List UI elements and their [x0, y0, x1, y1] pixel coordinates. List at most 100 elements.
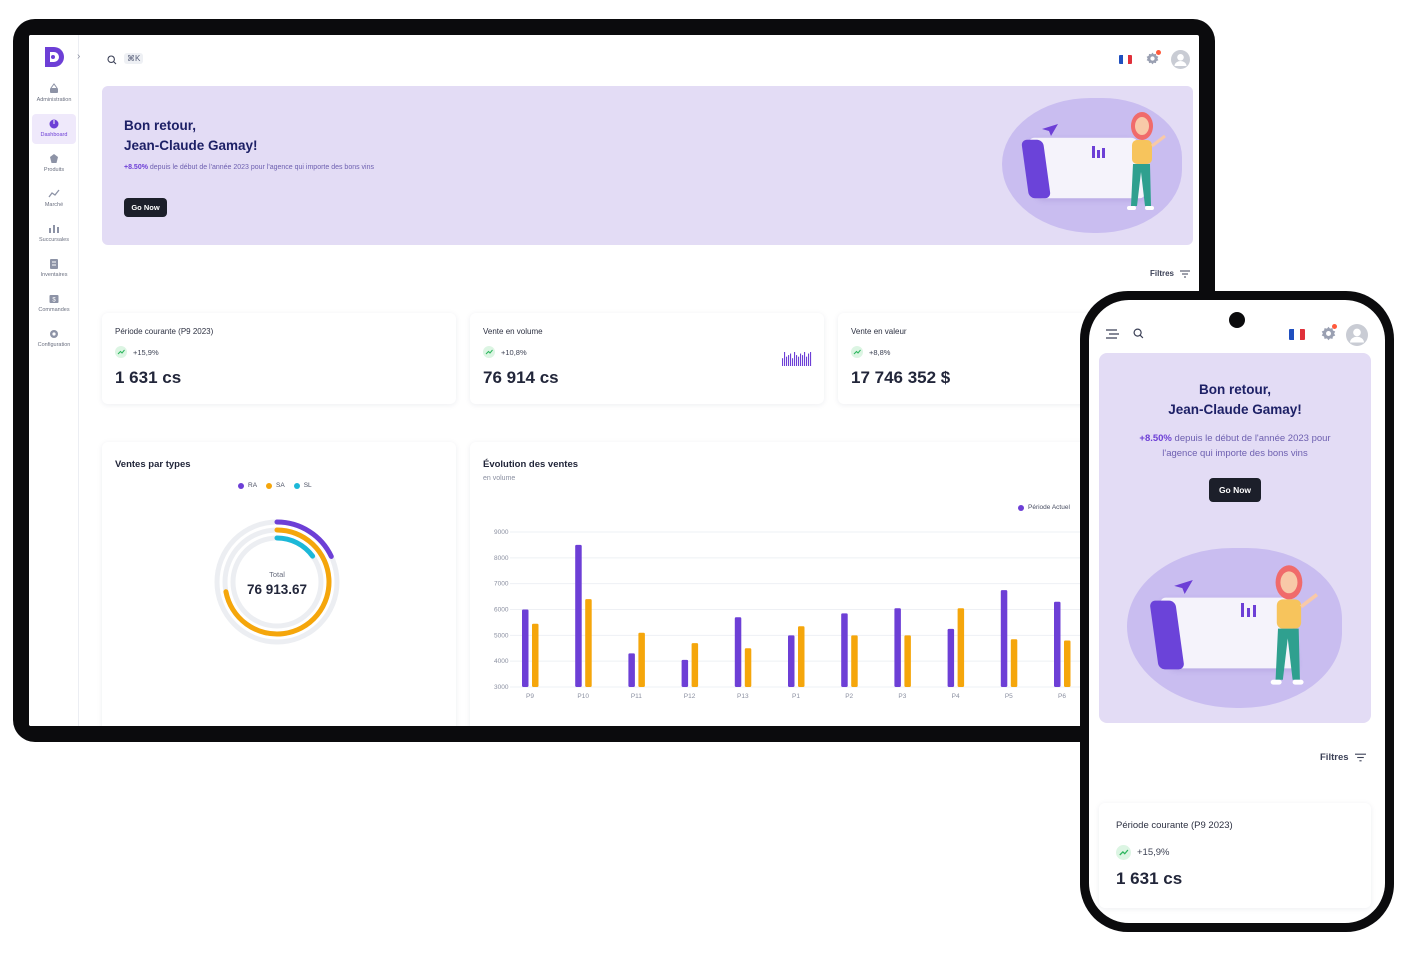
sidebar-collapse-chevron-icon[interactable]: › — [77, 51, 81, 62]
legend-item-ra[interactable]: RA — [238, 482, 257, 489]
menu-icon[interactable] — [1106, 329, 1119, 339]
stat-value: 76 914 cs — [483, 368, 559, 387]
bar-p3-series-1[interactable] — [904, 635, 911, 687]
sales-by-type-card: Ventes par types RA SA SL Total 76 913.6… — [102, 442, 456, 726]
bar-p11-series-1[interactable] — [638, 632, 645, 687]
fr-flag-icon[interactable] — [1289, 329, 1305, 340]
welcome-banner: Bon retour, Jean-Claude Gamay! +8.50% dep… — [102, 86, 1193, 245]
market-icon — [48, 189, 60, 198]
stat-value: 17 746 352 $ — [851, 368, 951, 387]
bar-p2-series-1[interactable] — [851, 635, 858, 687]
legend-item-sl[interactable]: SL — [293, 482, 312, 489]
sidebar-item-administration[interactable]: Administration — [32, 79, 76, 109]
branches-icon — [49, 225, 59, 233]
go-now-button[interactable]: Go Now — [1209, 478, 1261, 502]
stat-trend: +15,9% — [115, 346, 159, 358]
bar-p6-series-1[interactable] — [1064, 640, 1071, 688]
bar-p13-series-0[interactable] — [734, 617, 742, 687]
sparkline-bar — [798, 356, 800, 366]
donut-arc-ra[interactable] — [274, 519, 334, 559]
sidebar-item-inventaires[interactable]: Inventaires — [32, 254, 76, 284]
admin-icon — [50, 83, 58, 93]
bar-p1-series-0[interactable] — [788, 635, 795, 687]
sidebar-item-label: Inventaires — [40, 272, 68, 278]
user-avatar[interactable] — [1346, 324, 1368, 346]
x-tick-label: P5 — [1005, 693, 1013, 700]
banner-subtitle: +8.50% depuis le début de l'année 2023 p… — [1139, 433, 1331, 459]
filters-label: Filtres — [1320, 752, 1349, 763]
bar-p10-series-1[interactable] — [585, 599, 592, 687]
phone-frame: Bon retour, Jean-Claude Gamay! +8.50% dep… — [1080, 291, 1394, 932]
user-icon — [1174, 54, 1187, 66]
svg-text:$: $ — [52, 298, 56, 304]
trend-up-icon — [851, 346, 863, 358]
sidebar-item-configuration[interactable]: Configuration — [32, 324, 76, 354]
bar-p4-series-0[interactable] — [947, 628, 955, 687]
bar-p4-series-1[interactable] — [957, 608, 965, 687]
sparkline-bar — [782, 358, 784, 366]
sparkline-bar — [810, 352, 812, 366]
sidebar-item-dashboard[interactable]: Dashboard — [32, 114, 76, 144]
stat-trend-value: +10,8% — [501, 347, 527, 357]
bar-p2-series-0[interactable] — [841, 613, 848, 687]
x-tick-label: P11 — [631, 693, 642, 700]
legend-item-current-period[interactable]: Période Actuel — [1018, 504, 1070, 511]
dashboard-icon — [49, 119, 59, 129]
search-icon[interactable] — [107, 55, 117, 65]
bar-p12-series-1[interactable] — [691, 643, 699, 687]
x-tick-label: P9 — [526, 693, 534, 700]
tablet-screen: › Administration Dashboard Produits Marché S… — [29, 35, 1199, 726]
user-icon — [1350, 328, 1364, 343]
donut-total-label: Total — [269, 570, 285, 579]
donut-arc-sa[interactable] — [223, 527, 332, 637]
stat-trend: +15,9% — [1116, 845, 1170, 860]
bar-p6-series-0[interactable] — [1054, 601, 1061, 687]
y-tick-label: 3000 — [494, 684, 509, 691]
bar-p9-series-0[interactable] — [522, 609, 529, 688]
x-tick-label: P13 — [737, 693, 749, 700]
stat-card-volume: Vente en volume +10,8% 76 914 cs — [470, 313, 824, 404]
bar-p9-series-1[interactable] — [532, 623, 539, 687]
donut-arc-sl[interactable] — [274, 535, 316, 559]
sidebar-item-label: Administration — [36, 97, 72, 103]
sidebar-item-label: Succursales — [39, 237, 69, 243]
bar-p3-series-0[interactable] — [894, 608, 901, 687]
y-tick-label: 9000 — [494, 529, 509, 536]
x-tick-label: P1 — [792, 693, 800, 700]
bar-p11-series-0[interactable] — [628, 653, 635, 687]
filters-button[interactable]: Filtres — [1320, 752, 1367, 763]
user-avatar[interactable] — [1171, 50, 1190, 69]
sparkline-bar — [792, 358, 794, 366]
orders-icon: $ — [49, 295, 59, 304]
banner-greeting: Bon retour, Jean-Claude Gamay! — [124, 118, 258, 153]
legend-item-sa[interactable]: SA — [266, 482, 285, 489]
go-now-button[interactable]: Go Now — [124, 198, 167, 217]
sparkline-bar — [800, 353, 802, 366]
fr-flag-icon[interactable] — [1119, 55, 1132, 64]
banner-greeting: Bon retour, Jean-Claude Gamay! — [1168, 382, 1302, 417]
bar-p13-series-1[interactable] — [744, 648, 752, 687]
filters-button[interactable]: Filtres — [1150, 269, 1191, 278]
filters-label: Filtres — [1150, 269, 1175, 278]
sidebar: › Administration Dashboard Produits Marché S… — [29, 35, 81, 726]
bar-p5-series-1[interactable] — [1010, 639, 1018, 687]
notification-dot — [1156, 50, 1161, 55]
sidebar-item-label: Produits — [43, 167, 65, 173]
sidebar-item-marche[interactable]: Marché — [32, 184, 76, 214]
settings-button[interactable] — [1146, 50, 1161, 70]
stat-card-current-period: Période courante (P9 2023) +15,9% 1 631 … — [102, 313, 456, 404]
bar-p1-series-1[interactable] — [798, 626, 805, 687]
bar-p12-series-0[interactable] — [681, 659, 689, 687]
sidebar-item-succursales[interactable]: Succursales — [32, 219, 76, 249]
sparkline-bar — [808, 353, 810, 366]
search-icon[interactable] — [1133, 328, 1144, 339]
sidebar-item-produits[interactable]: Produits — [32, 149, 76, 179]
sidebar-item-commandes[interactable]: $ Commandes — [32, 289, 76, 319]
x-tick-label: P10 — [577, 693, 589, 700]
settings-button[interactable] — [1321, 324, 1337, 346]
sales-evolution-legend: Période Actuel — [1018, 504, 1079, 511]
bar-p10-series-0[interactable] — [575, 544, 582, 687]
y-tick-label: 5000 — [494, 632, 509, 639]
bar-p5-series-0[interactable] — [1000, 590, 1008, 687]
sidebar-item-label: Configuration — [37, 342, 71, 348]
